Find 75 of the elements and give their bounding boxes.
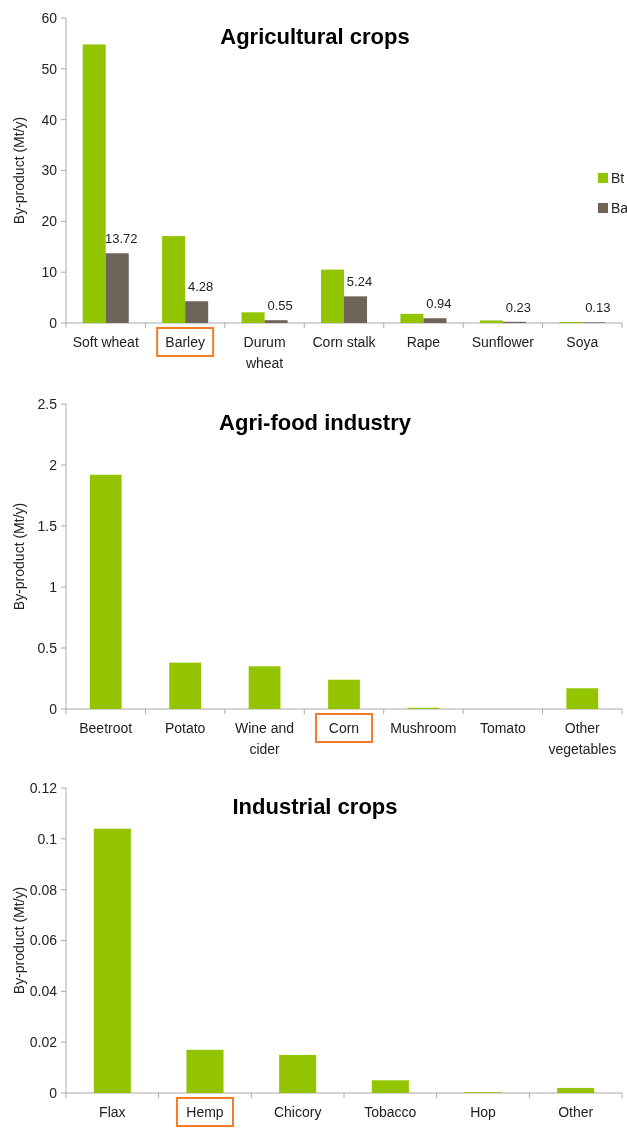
bar xyxy=(89,474,122,709)
y-tick-label: 0.06 xyxy=(29,932,58,949)
bar xyxy=(566,688,599,709)
bar xyxy=(557,1087,595,1093)
bar xyxy=(264,320,288,323)
x-tick-label: Flax xyxy=(99,1104,126,1120)
x-tick-label: Mushroom xyxy=(390,720,457,736)
x-tick-label: Soft wheat xyxy=(72,334,139,350)
y-axis-title: By-product (Mt/y) xyxy=(11,502,27,611)
x-tick-label: Sunflower xyxy=(471,334,535,350)
y-tick-label: 0 xyxy=(49,314,58,331)
y-tick-label: 50 xyxy=(41,60,58,77)
chart-title: Industrial crops xyxy=(232,794,398,819)
x-tick-label: Other vegetables xyxy=(548,720,617,757)
x-tick-label: Beetroot xyxy=(79,720,133,736)
x-tick-label: Corn xyxy=(328,720,360,736)
data-label: 0.55 xyxy=(267,298,293,314)
x-tick-label: Other xyxy=(558,1104,594,1120)
y-tick-label: 0.12 xyxy=(29,779,58,796)
y-axis-title: By-product (Mt/y) xyxy=(11,116,27,225)
bar xyxy=(105,253,129,323)
data-label: 0.23 xyxy=(505,299,532,315)
y-tick-label: 0 xyxy=(49,700,58,717)
bar xyxy=(479,320,503,323)
bar xyxy=(248,666,281,709)
bar xyxy=(186,1049,224,1093)
y-tick-label: 2 xyxy=(49,456,58,473)
y-tick-label: 1 xyxy=(49,578,58,595)
x-tick-label: Barley xyxy=(165,334,205,350)
x-tick-label: Corn stalk xyxy=(312,334,377,350)
x-tick-label: Chicory xyxy=(273,1104,322,1120)
x-tick-label: Durum wheat xyxy=(243,334,286,371)
y-tick-label: 0 xyxy=(49,1084,58,1101)
data-label: 0.94 xyxy=(426,296,452,312)
y-tick-label: 40 xyxy=(41,111,58,128)
y-tick-label: 30 xyxy=(41,162,58,179)
bar xyxy=(344,296,368,323)
y-tick-label: 60 xyxy=(41,9,58,26)
bar xyxy=(162,236,186,323)
y-tick-label: 10 xyxy=(41,264,58,281)
bar xyxy=(423,318,447,323)
bar xyxy=(185,301,209,323)
x-tick-label: Hop xyxy=(470,1104,497,1120)
legend-label: Bt xyxy=(611,169,625,186)
y-axis-title: By-product (Mt/y) xyxy=(11,886,27,995)
bar xyxy=(82,44,106,323)
y-tick-label: 0.02 xyxy=(29,1034,58,1051)
x-tick-label: Potato xyxy=(164,720,206,736)
bar xyxy=(320,269,344,323)
y-tick-label: 0.08 xyxy=(29,881,58,898)
x-tick-label: Hemp xyxy=(186,1104,224,1120)
bar xyxy=(93,828,131,1093)
data-label: 5.24 xyxy=(346,274,373,290)
bar xyxy=(328,679,360,709)
bar xyxy=(371,1080,409,1093)
bar xyxy=(400,313,424,323)
data-label: 13.72 xyxy=(104,231,138,247)
x-tick-label: Tobacco xyxy=(364,1104,417,1120)
bar xyxy=(241,312,265,323)
bar xyxy=(169,662,202,709)
y-tick-label: 0.5 xyxy=(37,639,58,656)
y-tick-label: 2.5 xyxy=(37,395,58,412)
y-tick-label: 0.04 xyxy=(29,983,58,1000)
chart-title: Agri-food industry xyxy=(219,410,412,435)
x-tick-label: Rape xyxy=(406,334,441,350)
x-tick-label: Soya xyxy=(566,334,599,350)
y-tick-label: 0.1 xyxy=(37,830,58,847)
data-label: 0.13 xyxy=(585,300,611,316)
data-label: 4.28 xyxy=(188,279,214,295)
x-tick-label: Tomato xyxy=(479,720,527,736)
chart-title: Agricultural crops xyxy=(220,24,410,49)
bar xyxy=(279,1054,317,1093)
x-tick-label: Wine and cider xyxy=(234,720,295,757)
y-tick-label: 20 xyxy=(41,213,58,230)
y-tick-label: 1.5 xyxy=(37,517,58,534)
